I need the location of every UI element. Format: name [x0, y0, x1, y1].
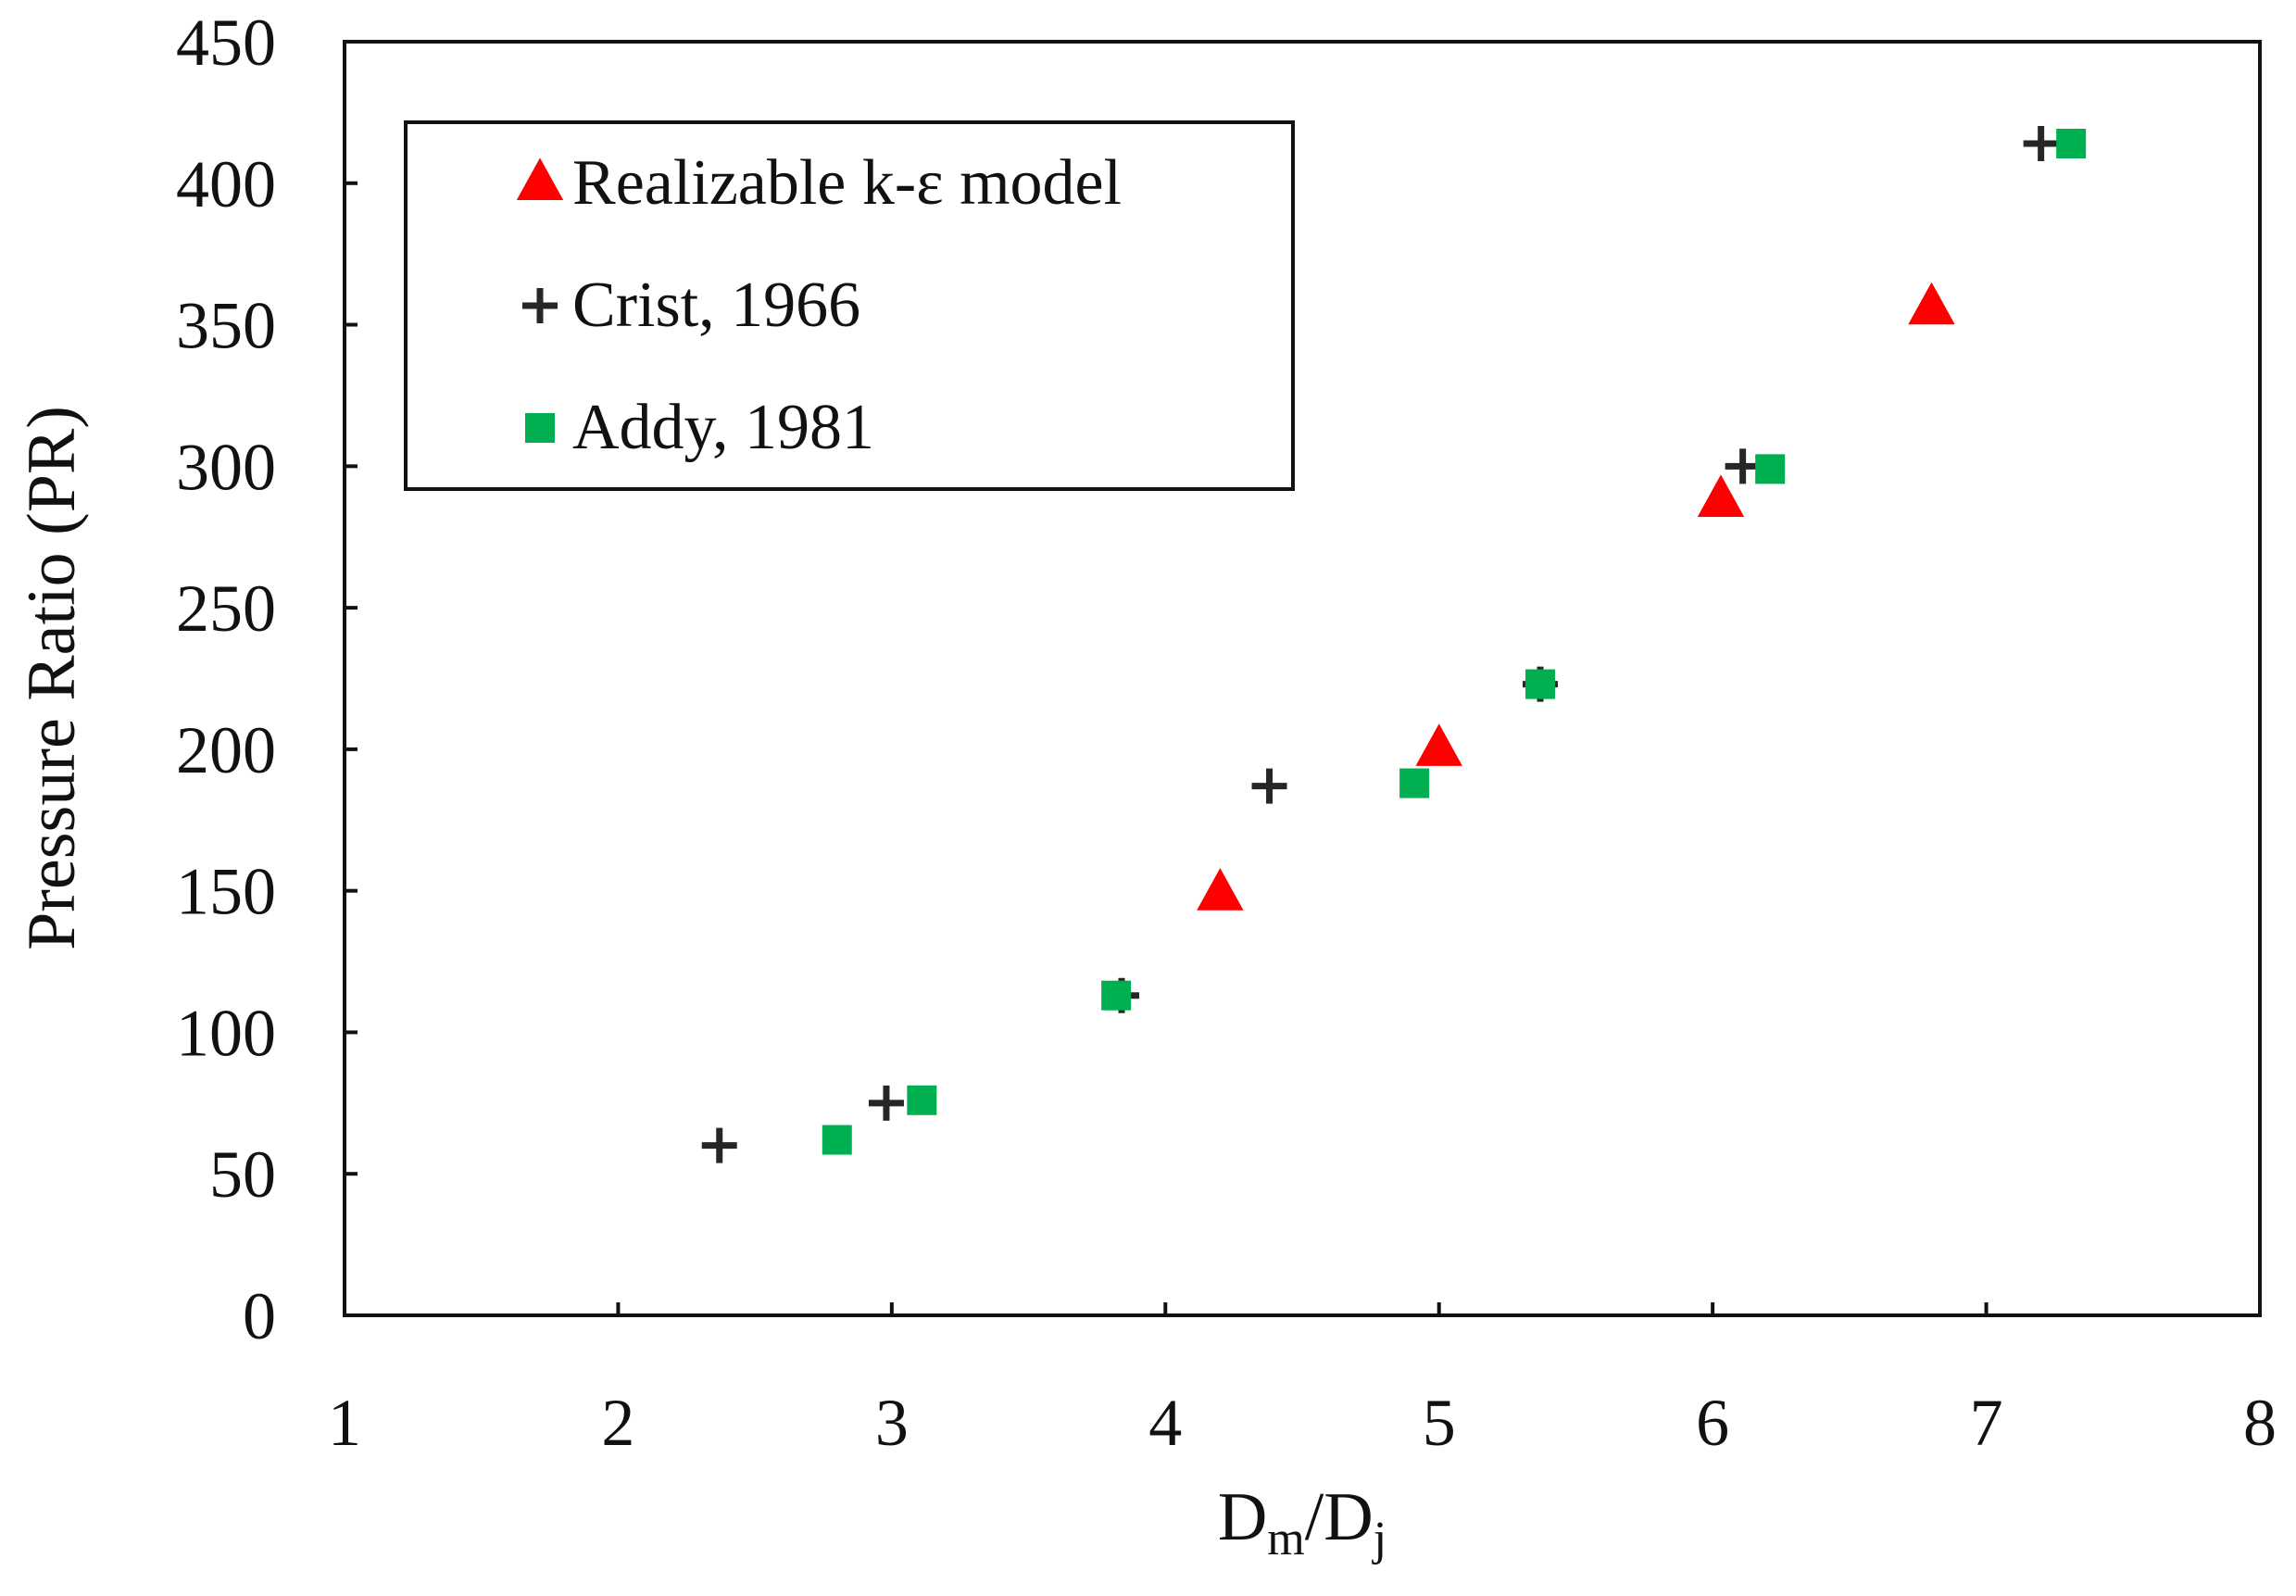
addy-point — [907, 1085, 937, 1115]
model-point — [1415, 723, 1462, 766]
legend-marker-2 — [522, 288, 558, 323]
x-tick-label: 2 — [601, 1386, 634, 1460]
crist-point — [1251, 768, 1287, 804]
y-axis: 0 50 100 150 200 250 300 350 400 450 — [176, 6, 358, 1353]
legend-marker-3 — [525, 413, 555, 443]
addy-point — [1755, 454, 1786, 484]
x-tick-label: 4 — [1148, 1386, 1182, 1460]
y-tick-label: 150 — [176, 855, 276, 929]
x-axis-title-d1: D — [1218, 1479, 1267, 1555]
x-tick-label: 7 — [1970, 1386, 2003, 1460]
legend-label-realizable: Realizable k-ε model — [572, 147, 1122, 219]
x-axis-title-d2: D — [1324, 1479, 1373, 1555]
x-axis-title-sub-m: m — [1267, 1513, 1304, 1565]
x-tick-label: 5 — [1423, 1386, 1456, 1460]
model-point — [1197, 868, 1244, 911]
y-tick-label: 400 — [176, 147, 276, 221]
addy-point — [1399, 768, 1430, 798]
x-tick-label: 6 — [1696, 1386, 1729, 1460]
y-tick-label: 250 — [176, 572, 276, 646]
addy-point — [822, 1125, 852, 1155]
legend-label-crist: Crist, 1966 — [572, 270, 860, 341]
x-axis-title-sub-j: j — [1372, 1513, 1386, 1565]
y-tick-label: 200 — [176, 713, 276, 787]
x-tick-label: 3 — [875, 1386, 909, 1460]
x-axis: 1 2 3 4 5 6 7 8 — [328, 1302, 2277, 1460]
y-tick-label: 450 — [176, 6, 276, 80]
x-axis-title: Dm/Dj — [1218, 1479, 1386, 1565]
model-point — [1908, 282, 1955, 325]
y-tick-label: 300 — [176, 430, 276, 504]
model-point — [1697, 474, 1745, 517]
y-tick-label: 50 — [209, 1137, 276, 1212]
legend-marker-1 — [516, 157, 564, 200]
data-points — [701, 126, 2087, 1163]
crist-point — [1725, 448, 1761, 484]
legend-markers — [516, 157, 564, 443]
crist-point — [701, 1127, 737, 1163]
y-tick-label: 100 — [176, 996, 276, 1070]
y-axis-title: Pressure Ratio (PR) — [14, 406, 90, 950]
legend-label-addy: Addy, 1981 — [572, 392, 874, 463]
crist-point — [2023, 126, 2059, 161]
y-tick-label: 0 — [243, 1279, 276, 1353]
y-tick-label: 350 — [176, 289, 276, 363]
addy-point — [1101, 980, 1132, 1011]
addy-point — [2056, 129, 2087, 158]
legend: Realizable k-ε model Crist, 1966 Addy, 1… — [404, 120, 1295, 491]
x-axis-title-slash: / — [1305, 1479, 1324, 1555]
x-tick-label: 8 — [2243, 1386, 2277, 1460]
x-tick-label: 1 — [328, 1386, 361, 1460]
plot-area-frame — [343, 40, 2262, 1317]
addy-point — [1525, 669, 1556, 699]
crist-point — [868, 1085, 904, 1121]
